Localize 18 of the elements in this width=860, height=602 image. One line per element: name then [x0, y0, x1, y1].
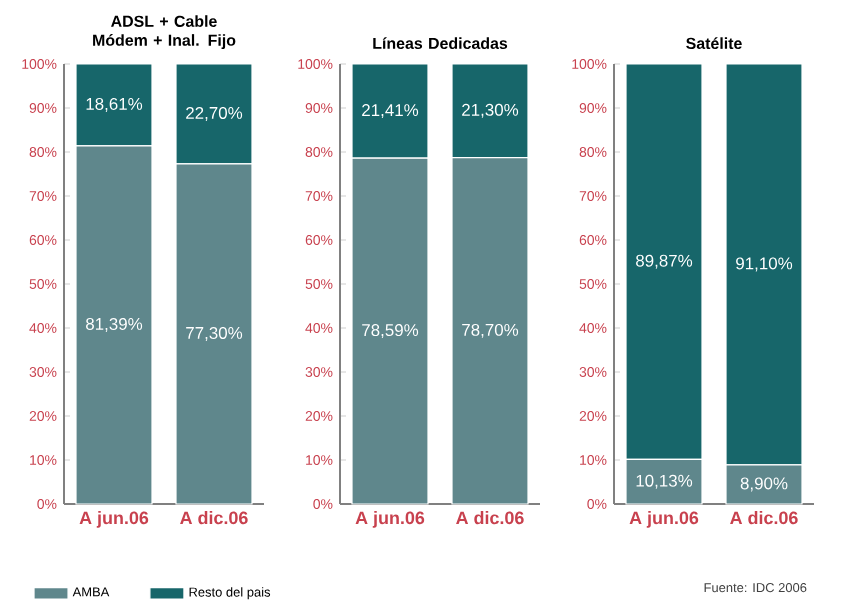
data-label: 81,39% — [86, 317, 143, 332]
data-label: 18,61% — [86, 97, 143, 112]
data-label: 91,10% — [736, 257, 793, 272]
x-tick-label: A dic.06 — [456, 511, 524, 525]
data-label: 8,90% — [740, 477, 788, 492]
x-tick-label: A dic.06 — [180, 511, 248, 525]
x-tick-label: A dic.06 — [730, 511, 798, 525]
x-tick-label: A jun.06 — [355, 511, 425, 528]
data-label: 10,13% — [636, 474, 693, 489]
data-label: 78,59% — [362, 324, 419, 339]
data-label: 21,41% — [362, 104, 419, 119]
data-label: 89,87% — [636, 254, 693, 269]
data-label: 22,70% — [186, 106, 243, 121]
data-label: 77,30% — [186, 326, 243, 341]
x-tick-label: A jun.06 — [629, 511, 699, 528]
data-label: 21,30% — [462, 103, 519, 118]
data-label: 78,70% — [462, 323, 519, 338]
x-tick-label: A jun.06 — [79, 511, 149, 528]
